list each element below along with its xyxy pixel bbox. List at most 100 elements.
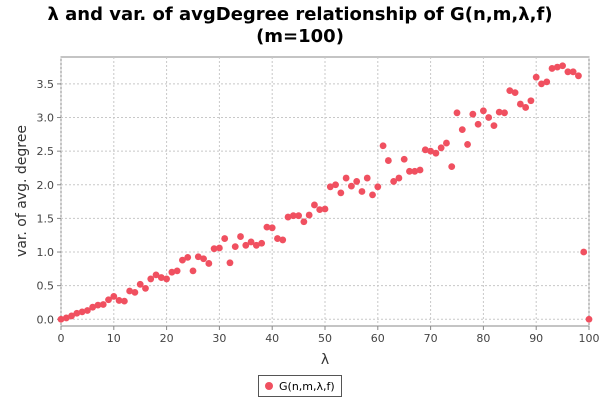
- data-point: [168, 268, 176, 276]
- data-point: [421, 146, 429, 154]
- x-tick-label: 80: [476, 332, 490, 345]
- data-point: [580, 248, 588, 256]
- data-point: [205, 260, 213, 267]
- data-point: [242, 241, 250, 249]
- data-point: [453, 109, 461, 117]
- legend-swatch: [265, 382, 273, 390]
- y-tick-label: 3.0: [37, 112, 55, 125]
- data-point: [342, 174, 350, 182]
- data-point: [263, 223, 271, 231]
- legend-label: G(n,m,λ,f): [279, 379, 335, 393]
- data-point: [490, 122, 498, 129]
- data-point: [84, 307, 91, 314]
- data-point: [147, 275, 155, 283]
- data-point: [363, 174, 371, 182]
- data-point: [279, 236, 287, 244]
- data-point: [316, 206, 324, 214]
- data-point: [348, 182, 355, 190]
- gridlines: [60, 57, 590, 326]
- data-point: [284, 213, 292, 221]
- x-axis-label: λ: [321, 352, 329, 368]
- y-axis-label: var. of avg. degree: [14, 125, 30, 257]
- data-point: [226, 259, 234, 267]
- data-point: [464, 141, 471, 148]
- data-point: [289, 212, 297, 220]
- y-tick-label: 2.0: [37, 179, 55, 192]
- data-point: [179, 256, 186, 264]
- data-point: [247, 238, 255, 246]
- data-point: [258, 239, 266, 247]
- data-point: [221, 235, 229, 242]
- data-point: [474, 120, 482, 128]
- data-point: [448, 163, 456, 171]
- data-point: [390, 178, 398, 185]
- data-point: [189, 267, 197, 275]
- data-point: [400, 155, 408, 163]
- data-point: [585, 315, 593, 323]
- data-point: [126, 287, 134, 295]
- data-point: [369, 191, 376, 199]
- x-tick-label: 90: [529, 332, 543, 345]
- data-point: [416, 166, 424, 174]
- data-point: [68, 312, 75, 320]
- data-point: [131, 288, 139, 296]
- data-point: [110, 293, 118, 300]
- data-point: [501, 109, 508, 117]
- data-point: [527, 97, 535, 105]
- x-tick-label: 40: [265, 332, 279, 345]
- data-point: [311, 201, 318, 209]
- data-point: [78, 308, 86, 316]
- data-point: [353, 178, 361, 185]
- x-tick-label: 20: [160, 332, 174, 345]
- data-point: [115, 297, 123, 304]
- x-tick-label: 100: [579, 332, 600, 345]
- data-point: [532, 73, 540, 81]
- data-point: [411, 167, 419, 175]
- data-point: [469, 110, 477, 118]
- data-point: [62, 314, 70, 322]
- data-point: [73, 309, 81, 317]
- data-point: [94, 301, 102, 309]
- data-point: [163, 275, 171, 283]
- data-point: [485, 114, 493, 121]
- data-point: [142, 284, 149, 292]
- data-point: [295, 212, 302, 220]
- data-point: [569, 68, 577, 76]
- data-points: [57, 62, 593, 323]
- legend: G(n,m,λ,f): [258, 375, 342, 397]
- data-point: [274, 235, 281, 242]
- data-point: [105, 296, 112, 304]
- data-point: [553, 63, 561, 71]
- data-point: [332, 181, 339, 189]
- y-axis-ticks: 0.0 0.5 1.0 1.5 2.0 2.5 3.0 3.5: [37, 78, 61, 326]
- data-point: [216, 244, 223, 252]
- x-tick-label: 70: [424, 332, 438, 345]
- x-tick-label: 50: [318, 332, 332, 345]
- data-point: [184, 254, 192, 261]
- data-point: [152, 271, 160, 279]
- data-point: [506, 87, 514, 95]
- data-point: [99, 301, 107, 308]
- y-tick-label: 0.5: [37, 280, 55, 293]
- chart-title-line1: λ and var. of avgDegree relationship of …: [47, 4, 553, 25]
- data-point: [575, 72, 582, 80]
- data-point: [379, 142, 387, 150]
- y-tick-label: 1.5: [37, 212, 55, 225]
- data-point: [437, 144, 445, 152]
- x-axis-ticks: 0 10 20 30 40 50 60 70 80 90 100: [58, 326, 600, 345]
- data-point: [384, 157, 392, 164]
- y-tick-label: 1.0: [37, 246, 55, 259]
- data-point: [374, 183, 382, 191]
- data-point: [89, 303, 97, 311]
- data-point: [443, 139, 450, 147]
- y-tick-label: 3.5: [37, 78, 55, 91]
- data-point: [231, 243, 239, 251]
- data-point: [538, 80, 545, 88]
- data-point: [194, 253, 202, 261]
- data-point: [57, 315, 65, 323]
- data-point: [559, 62, 566, 70]
- data-point: [337, 189, 345, 197]
- data-point: [157, 274, 165, 281]
- data-point: [136, 280, 144, 288]
